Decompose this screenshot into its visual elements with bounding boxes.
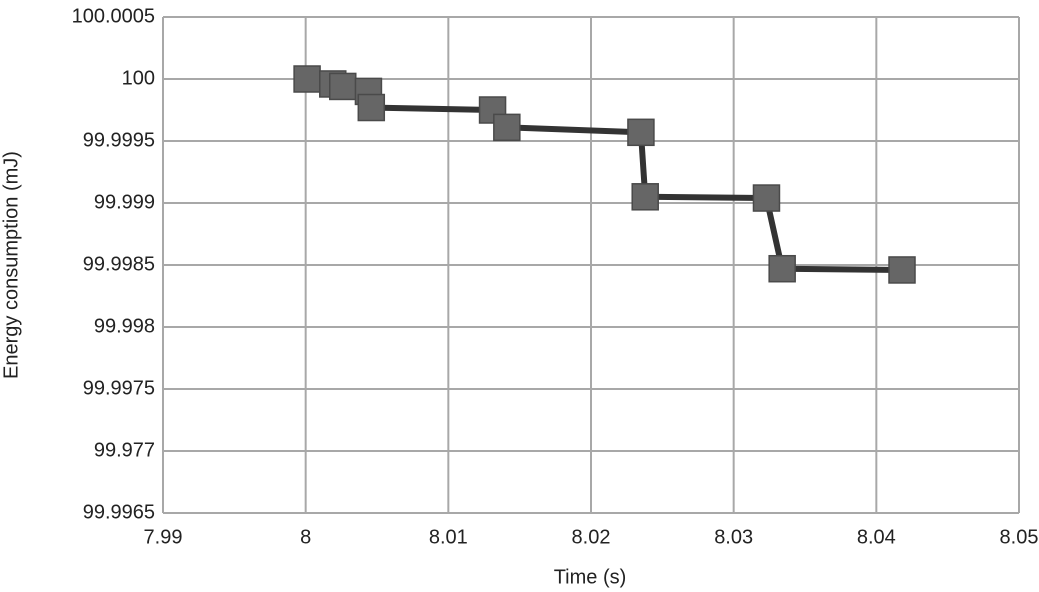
y-tick-label: 99.9975 [83,377,155,399]
y-tick-label: 99.998 [94,315,155,337]
marker [627,118,655,147]
x-tick-label: 8.01 [429,526,468,548]
marker [293,65,321,93]
y-tick-label: 99.9985 [83,253,155,275]
y-tick-label: 99.977 [94,439,155,461]
line [306,76,903,273]
x-tick-label: 7.99 [144,526,183,548]
marker [493,113,521,142]
x-tick-label: 8.03 [714,526,753,548]
marker [329,72,357,101]
y-tick-label: 99.9995 [83,129,155,151]
marker [752,184,781,212]
x-axis-label: Time (s) [554,566,627,588]
x-tick-label: 8.02 [572,526,611,548]
y-tick-label: 100 [122,67,155,89]
marker [888,256,916,284]
y-tick-label: 99.999 [94,191,155,213]
x-tick-label: 8.05 [1000,526,1039,548]
x-tick-label: 8.04 [857,526,896,548]
y-axis-label: Energy consumption (mJ) [0,151,22,379]
marker [768,254,796,283]
marker [357,93,386,122]
marker [631,183,659,211]
y-tick-label: 100.0005 [72,5,155,27]
y-tick-label: 99.9965 [83,501,155,523]
x-tick-label: 8 [300,526,311,548]
